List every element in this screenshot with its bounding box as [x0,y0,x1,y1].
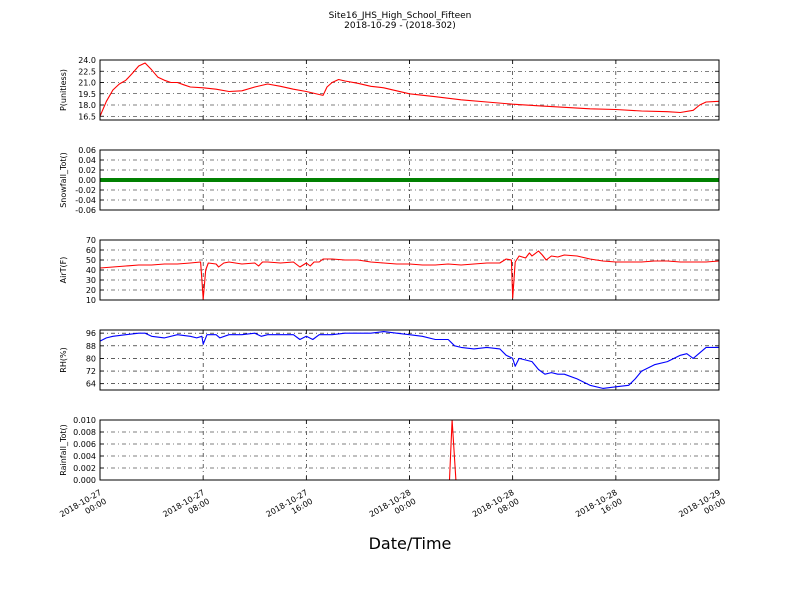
y-axis-label: P(unitless) [59,69,68,111]
panel-frame [99,239,720,301]
y-tick-label: 21.0 [78,79,96,88]
x-axis-label: Date/Time [368,534,452,553]
panel-2: -0.06-0.04-0.020.000.020.040.06 Snowfall_… [59,146,720,215]
y-axis-label: Snowfall_Tot() [59,152,68,208]
y-tick-label: 72 [86,367,96,376]
y-tick-label: 0.004 [73,452,96,461]
y-tick-label: 19.5 [78,90,96,99]
y-tick-label: -0.06 [75,206,96,215]
y-tick-label: -0.04 [75,196,96,205]
y-tick-label: 18.0 [78,101,96,110]
chart-title-line-2: 2018-10-29 - (2018-302) [344,21,456,31]
x-tick-label: 2018-10-2700:00 [58,488,108,528]
y-tick-label: 96 [86,329,96,338]
y-tick-label: 24.0 [78,56,96,65]
y-tick-label: 20 [86,286,96,295]
y-tick-label: 0.002 [73,464,96,473]
series-line-3 [99,250,720,300]
y-tick-label: 88 [86,342,96,351]
panel-frame [99,329,720,391]
y-tick-label: 40 [86,266,96,275]
y-tick-label: 0.000 [73,476,96,485]
panel-frame [99,149,720,211]
y-tick-label: 0.04 [78,156,96,165]
x-tick-label: 2018-10-2808:00 [471,488,521,528]
y-tick-label: 60 [86,246,96,255]
y-tick-label: 80 [86,354,96,363]
y-tick-label: 0.006 [73,440,96,449]
y-tick-label: -0.02 [75,186,96,195]
y-tick-label: 10 [86,296,96,305]
y-tick-label: 22.5 [78,67,96,76]
y-tick-label: 50 [86,256,96,265]
y-axis-label: RH(%) [59,347,68,372]
x-tick-label: 2018-10-2716:00 [265,488,315,528]
y-tick-label: 64 [86,380,96,389]
x-tick-label: 2018-10-2816:00 [574,488,624,528]
y-tick-label: 0.02 [78,166,96,175]
series-line-4 [99,331,719,389]
x-tick-label: 2018-10-2900:00 [677,488,727,528]
y-tick-label: 0.06 [78,146,96,155]
y-axis-label: Rainfall_Tot() [59,424,68,476]
panel-5: 0.000 0.002 0.004 0.006 0.008 0.010 Rainfall_T… [59,416,720,485]
x-tick-label: 2018-10-2708:00 [161,488,211,528]
panel-frame [99,59,720,121]
chart-title-line-1: Site16_JHS_High_School_Fifteen [328,11,472,21]
chart-title: Site16_JHS_High_School_Fifteen 2018-10-2… [0,11,800,31]
y-tick-label: 30 [86,276,96,285]
y-tick-label: 16.5 [78,112,96,121]
panel-frame [99,419,720,481]
y-tick-label: 0.008 [73,428,96,437]
y-tick-label: 70 [86,236,96,245]
x-tick-label: 2018-10-2800:00 [368,488,418,528]
y-tick-label: 0.00 [78,176,96,185]
series-line-1 [99,62,720,117]
panel-1: 16.5 18.0 19.5 21.0 22.5 24.0 P(unitless) [59,56,720,121]
y-axis-label: AirT(F) [59,257,68,284]
y-tick-label: 0.010 [73,416,96,425]
panel-4: 64 72 80 88 96 RH(%) [59,329,720,391]
